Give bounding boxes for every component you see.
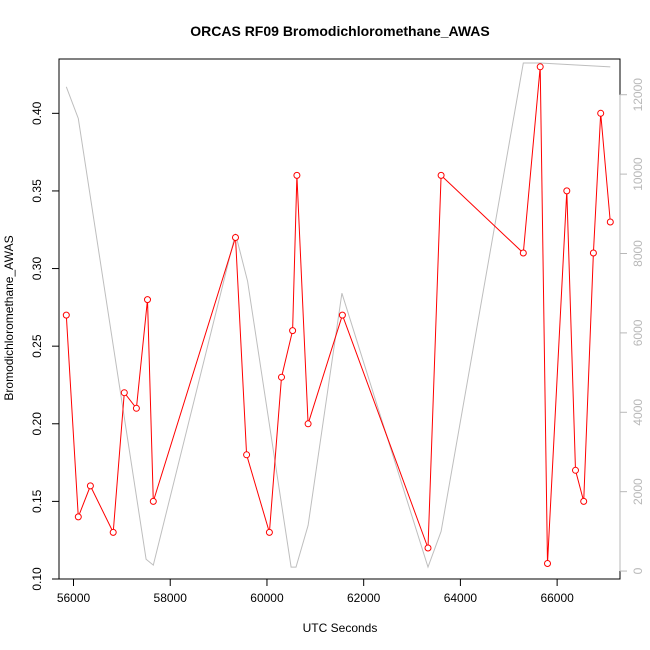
data-point	[606, 218, 614, 226]
chart-title: ORCAS RF09 Bromodichloromethane_AWAS	[190, 23, 490, 39]
y2-tick-label: 4000	[631, 399, 645, 426]
x-tick-label: 66000	[540, 591, 574, 605]
y-axis-right: 0 2000 4000 6000 8000 10000 12000	[619, 78, 645, 574]
y2-tick-label: 10000	[631, 157, 645, 191]
x-tick-label: 58000	[154, 591, 188, 605]
data-point	[289, 327, 297, 335]
y-tick-label: 0.25	[30, 334, 44, 358]
plot-frame	[58, 58, 621, 580]
data-point	[589, 249, 597, 257]
data-point	[74, 513, 82, 521]
data-point	[86, 482, 94, 490]
x-tick-label: 62000	[347, 591, 381, 605]
series-layer	[62, 62, 614, 569]
y-tick-label: 0.35	[30, 179, 44, 203]
x-tick-label: 60000	[250, 591, 284, 605]
altitude-line	[65, 62, 611, 569]
data-point	[580, 497, 588, 505]
y-tick-label: 0.20	[30, 412, 44, 436]
data-point	[120, 389, 128, 397]
y-tick-label: 0.30	[30, 257, 44, 281]
data-point	[62, 311, 70, 319]
y-axis-label: Bromodichloromethane_AWAS	[2, 235, 16, 400]
y2-tick-label: 2000	[631, 478, 645, 505]
data-point	[293, 171, 301, 179]
x-axis-label: UTC Seconds	[303, 621, 378, 635]
data-point	[424, 544, 432, 552]
y2-tick-label: 8000	[631, 240, 645, 267]
data-point	[597, 109, 605, 117]
data-point	[536, 63, 544, 71]
data-point	[544, 560, 551, 567]
data-point	[437, 171, 445, 179]
y2-tick-label: 0	[631, 567, 645, 574]
y-tick-label: 0.15	[30, 489, 44, 513]
y-tick-label: 0.40	[30, 101, 44, 125]
data-point	[572, 466, 579, 474]
y2-tick-label: 6000	[631, 319, 645, 346]
data-point	[563, 187, 571, 195]
data-point	[519, 249, 527, 257]
x-axis: 56000 58000 60000 62000 64000 66000	[57, 578, 574, 605]
data-point	[232, 234, 239, 241]
data-point	[243, 451, 251, 459]
data-point	[265, 528, 273, 536]
y-axis-left: 0.10 0.15 0.20 0.25 0.30 0.35 0.40	[30, 101, 60, 591]
data-point	[278, 373, 285, 381]
data-point	[132, 404, 140, 412]
y-tick-label: 0.10	[30, 567, 44, 591]
x-tick-label: 56000	[57, 591, 91, 605]
x-tick-label: 64000	[444, 591, 478, 605]
data-point	[338, 311, 346, 319]
data-point	[109, 528, 117, 536]
data-point	[304, 420, 312, 428]
data-point	[144, 296, 151, 304]
y2-tick-label: 12000	[631, 78, 645, 112]
data-point	[149, 497, 157, 505]
